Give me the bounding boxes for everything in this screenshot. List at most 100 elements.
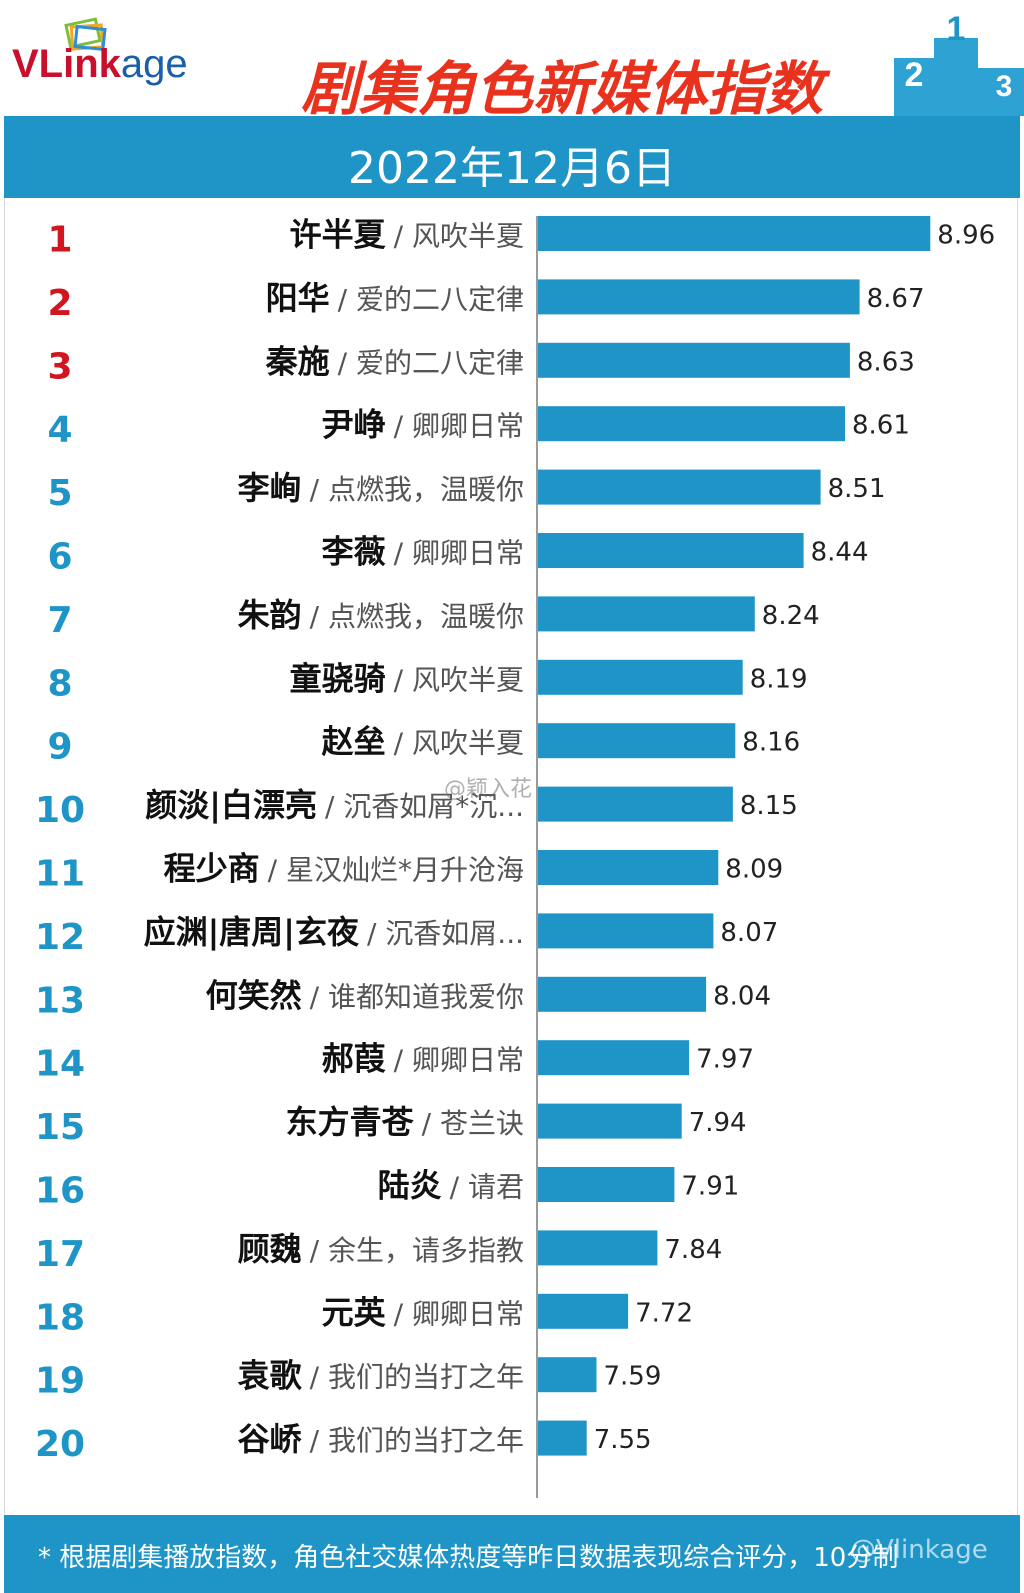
bar: [538, 1293, 629, 1329]
show-name: / 沉香如屑...: [367, 917, 524, 950]
watermark-bottom: @Vlinkage: [850, 1535, 988, 1565]
value-label: 7.72: [635, 1298, 693, 1328]
header: VLinkage 剧集角色新媒体指数 2 1 3: [0, 0, 1024, 123]
value-label: 7.91: [681, 1172, 739, 1202]
value-label: 8.67: [867, 284, 925, 314]
value-label: 7.55: [594, 1425, 652, 1455]
footer-note: * 根据剧集播放指数，角色社交媒体热度等昨日数据表现综合评分，10分制: [38, 1543, 899, 1573]
value-label: 7.97: [696, 1045, 754, 1075]
rank-number: 18: [35, 1297, 85, 1338]
bar: [538, 913, 714, 949]
show-name: / 卿卿日常: [394, 537, 524, 570]
character-name: 阳华: [266, 279, 330, 317]
character-name: 袁歌: [238, 1357, 303, 1395]
bar: [538, 469, 821, 505]
logo-text-part2: age: [120, 42, 188, 86]
row-label: 谷峤 / 我们的当打之年: [238, 1420, 524, 1458]
vlinkage-logo: VLinkage: [12, 42, 188, 87]
footer-banner: * 根据剧集播放指数，角色社交媒体热度等昨日数据表现综合评分，10分制 @Vli…: [4, 1515, 1020, 1593]
row-label: 袁歌 / 我们的当打之年: [238, 1357, 524, 1395]
row-label: 李峋 / 点燃我，温暖你: [238, 469, 524, 507]
character-name: 颜淡|白漂亮: [145, 786, 317, 825]
show-name: / 风吹半夏: [394, 663, 524, 696]
bar: [538, 342, 850, 378]
row-label: 颜淡|白漂亮 / 沉香如屑*沉...: [145, 786, 524, 825]
row-label: 许半夏 / 风吹半夏: [290, 216, 524, 254]
bar: [538, 1420, 587, 1456]
value-label: 8.09: [725, 855, 783, 885]
row-label: 李薇 / 卿卿日常: [322, 533, 524, 571]
show-name: / 我们的当打之年: [310, 1361, 524, 1394]
show-name: / 我们的当打之年: [310, 1424, 524, 1457]
rank-number: 10: [35, 790, 85, 831]
podium-icon: 2 1 3: [894, 14, 1024, 116]
svg-text:1: 1: [947, 14, 966, 48]
bar: [538, 1167, 675, 1202]
value-label: 7.94: [689, 1108, 747, 1138]
row-label: 何笑然 / 谁都知道我爱你: [206, 976, 524, 1014]
page-title: 剧集角色新媒体指数: [300, 55, 823, 123]
row-label: 陆炎 / 请君: [378, 1167, 524, 1205]
bar: [538, 1040, 690, 1076]
show-name: / 卿卿日常: [394, 410, 524, 443]
rank-number: 16: [35, 1171, 85, 1212]
bar: [538, 1230, 658, 1266]
row-label: 东方青苍 / 苍兰诀: [286, 1103, 524, 1141]
character-name: 元英: [322, 1293, 387, 1331]
rank-number: 20: [35, 1424, 85, 1465]
character-name: 赵垒: [322, 723, 386, 761]
bar: [538, 406, 845, 442]
character-name: 谷峤: [238, 1420, 303, 1458]
rank-number: 14: [35, 1044, 85, 1085]
row-label: 童骁骑 / 风吹半夏: [290, 659, 524, 697]
date-label: 2022年12月6日: [348, 143, 676, 194]
show-name: / 爱的二八定律: [338, 283, 524, 316]
character-name: 朱韵: [238, 596, 302, 634]
rank-number: 2: [47, 283, 72, 324]
show-name: / 风吹半夏: [394, 220, 524, 253]
value-label: 8.63: [857, 347, 915, 377]
row-label: 尹峥 / 卿卿日常: [322, 406, 524, 444]
bar: [538, 723, 736, 759]
rank-number: 12: [35, 917, 85, 958]
character-name: 李薇: [322, 533, 386, 571]
rank-number: 11: [35, 854, 85, 895]
bar: [538, 659, 743, 695]
value-label: 8.19: [750, 664, 808, 694]
show-name: / 卿卿日常: [394, 1297, 524, 1330]
show-name: / 谁都知道我爱你: [310, 980, 524, 1013]
value-label: 8.51: [828, 474, 886, 504]
rank-number: 4: [47, 410, 72, 451]
row-label: 顾魏 / 余生，请多指教: [238, 1230, 524, 1268]
watermark-bottom-text: @Vlinkage: [850, 1535, 988, 1565]
rank-number: 1: [47, 220, 72, 261]
rank-number: 9: [47, 727, 72, 768]
logo-text-part1: VLink: [12, 42, 121, 86]
row-label: 元英 / 卿卿日常: [322, 1293, 524, 1331]
character-name: 何笑然: [206, 976, 302, 1014]
value-label: 8.15: [740, 791, 798, 821]
show-name: / 卿卿日常: [394, 1044, 524, 1077]
value-label: 8.61: [852, 411, 910, 441]
character-name: 许半夏: [290, 216, 387, 254]
date-banner: 2022年12月6日: [4, 116, 1020, 198]
rank-number: 3: [47, 346, 72, 387]
value-label: 8.16: [742, 728, 800, 758]
show-name: / 点燃我，温暖你: [310, 473, 524, 506]
bar: [538, 279, 860, 315]
rank-number: 7: [47, 600, 72, 641]
character-name: 陆炎: [378, 1167, 442, 1205]
character-name: 应渊|唐周|玄夜: [144, 913, 360, 952]
watermark-mid-text: @颖入花: [444, 777, 533, 802]
row-label: 秦施 / 爱的二八定律: [265, 342, 524, 380]
value-label: 8.24: [762, 601, 820, 631]
rank-number: 6: [47, 537, 72, 578]
bar: [538, 216, 931, 251]
character-name: 顾魏: [238, 1230, 302, 1268]
rank-number: 13: [35, 980, 85, 1021]
rank-number: 5: [47, 473, 72, 514]
character-name: 尹峥: [322, 406, 386, 444]
show-name: / 爱的二八定律: [338, 346, 524, 379]
character-name: 程少商: [164, 850, 260, 888]
row-label: 阳华 / 爱的二八定律: [266, 279, 524, 317]
